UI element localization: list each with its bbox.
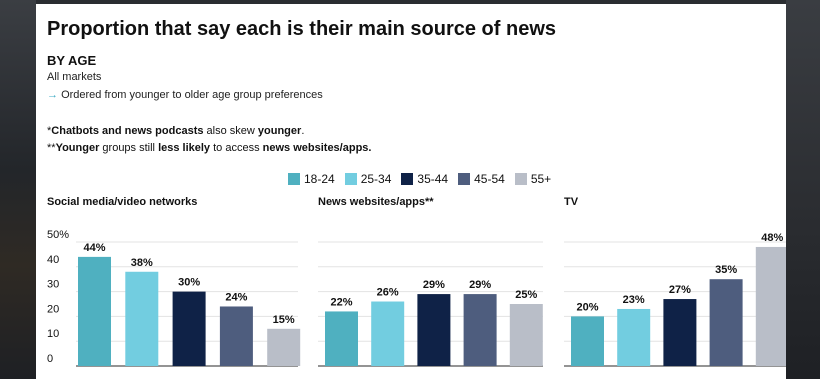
legend-label: 55+ [530,172,552,186]
bar-55+ [267,328,301,366]
markets-label: All markets [47,71,102,83]
y-tick-label: 20 [47,303,59,315]
legend-swatch [514,173,527,185]
panel-title-social: Social media/video networks [47,196,198,208]
legend-swatch [458,173,471,185]
legend-swatch [288,173,300,185]
data-label: 23% [623,294,645,306]
bar-18-24 [571,316,604,366]
data-label: 26% [377,287,399,299]
background-right [786,0,820,379]
legend-swatch [344,173,357,185]
data-label: 35% [715,264,737,276]
chart-title: Proportion that say each is their main s… [47,18,557,40]
panel-title-websites: News websites/apps** [318,196,434,208]
footnote-segment: Chatbots and news podcasts [51,125,204,137]
bar-45-54 [219,306,253,366]
data-label: 27% [669,284,691,296]
data-label: 15% [273,314,295,326]
data-label: 29% [423,279,445,291]
y-tick-label: 40 [47,254,59,266]
legend-label: 18-24 [304,172,335,186]
legend-swatch [401,173,414,185]
bar-35-44 [417,294,451,366]
footnote-segment: less likely [158,142,211,154]
bar-18-24 [78,256,111,366]
chart-subtitle: BY AGE [47,53,97,68]
bar-25-34 [617,308,651,366]
chart-legend: 18-24 25-34 35-44 45-54 55+ [288,172,551,186]
footnote-younger: **Younger groups still less likely to ac… [47,142,371,154]
footnote-chatbots: *Chatbots and news podcasts also skew yo… [47,125,304,137]
footnote-segment: also skew [203,125,258,137]
data-label: 29% [469,279,491,291]
legend-item-45-54: 45-54 [458,172,505,186]
footnote-segment: . [301,125,305,137]
data-label: 24% [225,291,247,303]
y-tick-label: 30 [47,279,59,291]
bar-25-34 [125,271,159,366]
footnote-segment: Younger [55,142,100,154]
background-left [0,0,36,379]
footnote-segment: ** [47,142,56,154]
footnote-segment: to access [210,142,263,154]
footnote-segment: news websites/apps. [262,142,372,154]
legend-label: 35-44 [417,172,449,186]
y-tick-label: 10 [47,328,59,340]
data-label: 30% [178,277,200,289]
chart-card: Proportion that say each is their main s… [36,4,786,379]
bar-25-34 [371,301,405,366]
order-note: → Ordered from younger to older age grou… [47,89,323,101]
y-tick-label: 0 [47,353,53,365]
bar-chart: 50% 40 30 20 10 0 44% 38% 30% 24% 15% 22% 26% 29% 29% 2… [47,229,786,367]
y-tick-label: 50% [47,229,69,241]
bar-35-44 [663,299,697,366]
bar-18-24 [325,311,358,366]
data-label: 25% [515,289,537,301]
data-label: 22% [330,296,352,308]
bar-55+ [509,304,543,366]
data-label: 38% [131,257,153,269]
footnote-segment: younger [257,125,302,137]
footnote-segment: groups still [99,142,159,154]
bar-45-54 [463,294,497,366]
bar-55+ [755,246,786,366]
data-label: 44% [83,242,105,254]
arrow-right-icon: → [47,89,58,101]
legend-item-18-24: 18-24 [288,172,335,186]
legend-label: 45-54 [474,172,505,186]
order-note-text: Ordered from younger to older age group … [61,89,323,101]
bar-45-54 [709,279,743,366]
data-label: 20% [576,301,598,313]
legend-label: 25-34 [360,172,392,186]
panel-title-tv: TV [564,196,579,208]
footnote-segment: * [47,125,52,137]
legend-item-35-44: 35-44 [401,172,448,186]
legend-item-25-34: 25-34 [344,172,392,186]
legend-item-55+: 55+ [514,172,552,186]
bar-35-44 [172,291,206,366]
data-label: 48% [761,232,783,244]
